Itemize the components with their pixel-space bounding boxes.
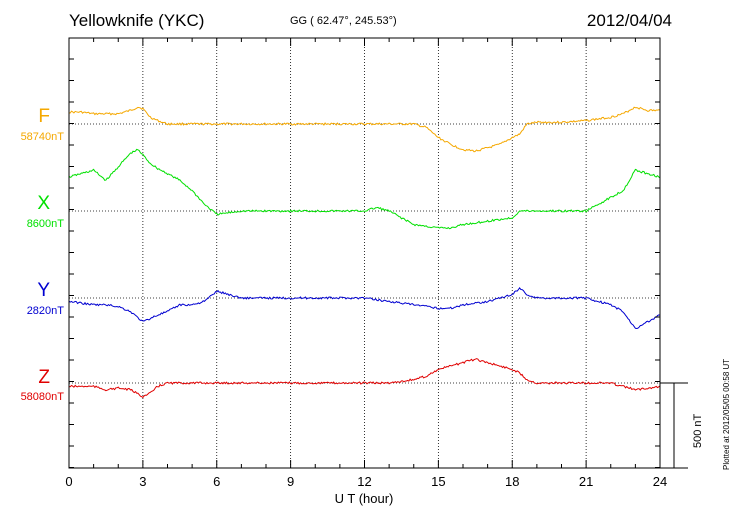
series-line-x [68, 148, 661, 230]
x-tick-label-15: 15 [431, 474, 445, 489]
x-tick-label-0: 0 [65, 474, 72, 489]
x-tick-label-18: 18 [505, 474, 519, 489]
plot-frame [68, 37, 661, 469]
scale-bar [660, 382, 688, 469]
x-tick-label-12: 12 [357, 474, 371, 489]
channel-baseline-z: 58080nT [20, 391, 64, 403]
date-label: 2012/04/04 [586, 11, 672, 30]
axis-ticks [68, 38, 661, 468]
channel-baseline-y: 2820nT [26, 305, 64, 317]
channel-letter-z: Z [38, 367, 50, 388]
channel-letter-x: X [37, 193, 50, 214]
scale-bar-label: 500 nT [692, 413, 704, 448]
channel-letter-f: F [38, 106, 50, 127]
x-tick-label-6: 6 [213, 474, 220, 489]
channel-baseline-f: 58740nT [20, 131, 64, 143]
x-tick-labels: 0 3 6 9 12 15 18 21 24 [65, 474, 667, 489]
coordinates-label: GG ( 62.47°, 245.53°) [290, 15, 397, 27]
station-title: Yellowknife (YKC) [69, 11, 205, 30]
grid-lines [69, 38, 660, 468]
channel-letter-y: Y [37, 280, 50, 301]
series-line-f [68, 106, 661, 153]
channel-baseline-x: 8600nT [26, 218, 64, 230]
series-traces [68, 106, 661, 399]
x-axis-label: U T (hour) [335, 491, 394, 506]
x-tick-label-3: 3 [139, 474, 146, 489]
series-line-z [68, 358, 661, 399]
x-tick-label-24: 24 [653, 474, 667, 489]
x-tick-label-21: 21 [579, 474, 593, 489]
x-tick-label-9: 9 [287, 474, 294, 489]
plotted-timestamp: Plotted at 2012/05/05 00:58 UT [722, 358, 730, 470]
series-line-y [68, 286, 661, 330]
